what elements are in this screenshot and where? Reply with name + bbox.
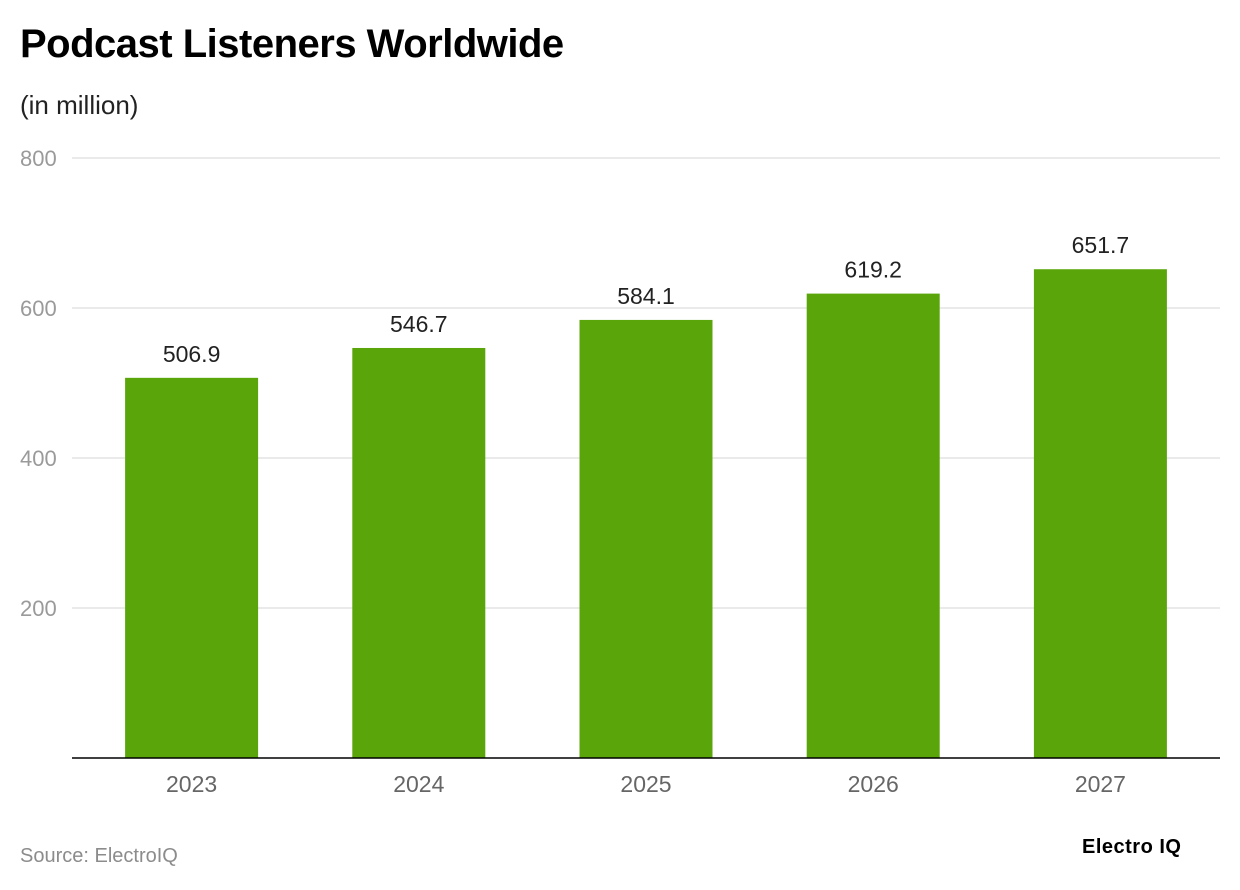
x-tick-label: 2023 [166,771,217,797]
bar [1033,269,1167,758]
x-tick-label: 2026 [848,771,899,797]
y-tick-label: 400 [20,446,57,471]
x-tick-label: 2027 [1075,771,1126,797]
y-tick-label: 600 [20,296,57,321]
data-label: 651.7 [1072,232,1130,258]
bar [352,347,486,758]
bar [806,293,940,758]
y-tick-label: 200 [20,596,57,621]
y-tick-label: 800 [20,146,57,171]
bar [125,377,259,758]
data-label: 506.9 [163,341,221,367]
bar [579,319,713,758]
chart-title: Podcast Listeners Worldwide [20,22,564,66]
chart-subtitle: (in million) [20,90,139,120]
data-label: 619.2 [844,257,902,283]
x-tick-label: 2025 [620,771,671,797]
x-tick-label: 2024 [393,771,444,797]
source-note: Source: ElectroIQ [20,845,178,867]
bar-chart: 200 400 600 800 506.9 2023 546.7 2024 584.1 2025 6… [20,146,1220,797]
data-label: 584.1 [617,283,675,309]
data-label: 546.7 [390,311,448,337]
brand-logo: Electro IQ [1082,836,1182,858]
